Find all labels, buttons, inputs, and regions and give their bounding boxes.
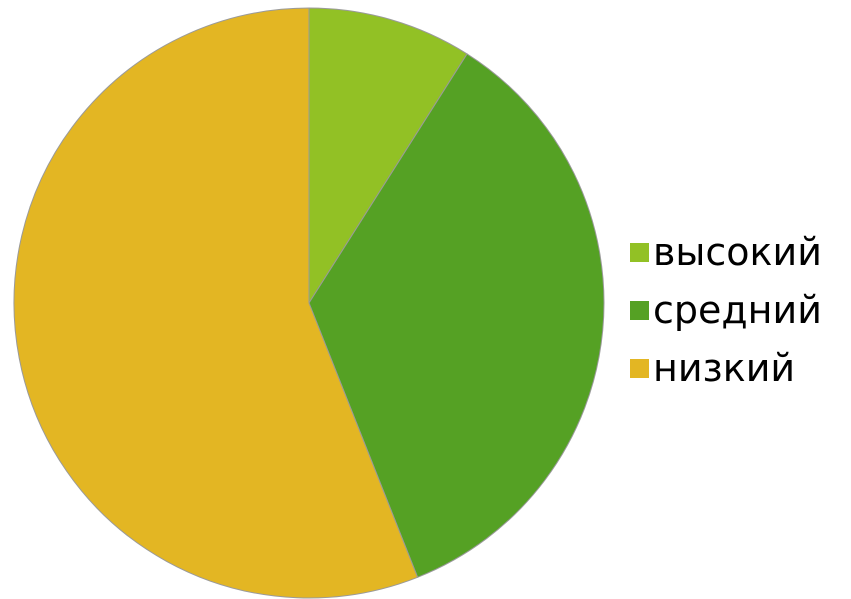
legend-swatch-sredniy [630, 300, 649, 320]
pie-slice-1 [308, 53, 605, 578]
pie-slice-2 [13, 7, 419, 599]
legend-swatch-nizkiy [630, 358, 649, 378]
legend-item-nizkiy: низкий [630, 342, 822, 394]
pie-slices [13, 7, 605, 599]
legend-item-vysokiy: высокий [630, 226, 822, 278]
legend-label-nizkiy: низкий [653, 346, 796, 390]
legend-label-sredniy: средний [653, 288, 822, 332]
pie-slice-0 [308, 7, 468, 305]
legend-item-sredniy: средний [630, 284, 822, 336]
legend-label-vysokiy: высокий [653, 230, 822, 274]
legend: высокий средний низкий [630, 226, 822, 394]
legend-swatch-vysokiy [630, 242, 649, 262]
